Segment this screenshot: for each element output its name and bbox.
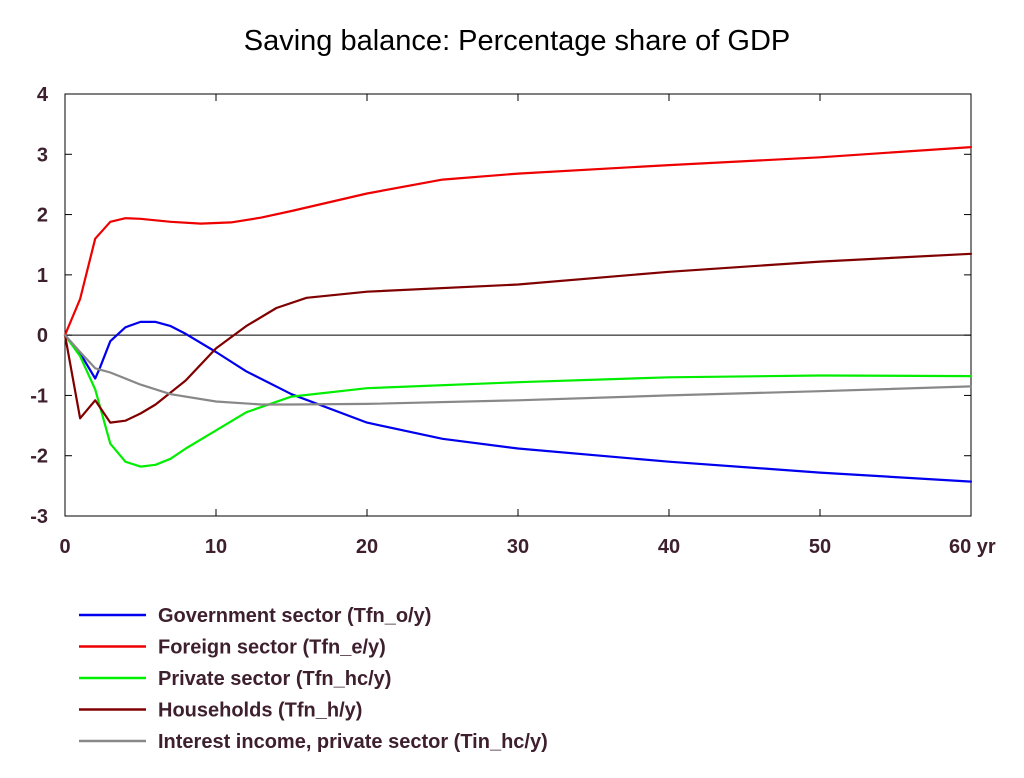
x-tick-label: 30 <box>507 536 529 558</box>
y-tick-label: 3 <box>37 144 48 166</box>
y-tick-label: 1 <box>37 265 48 287</box>
series-line-1 <box>63 320 973 483</box>
legend-label: Government sector (Tfn_o/y) <box>158 605 431 627</box>
series-line-4 <box>63 252 973 424</box>
series-line-2 <box>63 146 973 337</box>
x-tick-label: 50 <box>809 536 831 558</box>
x-tick-label: 10 <box>205 536 227 558</box>
series-line-3 <box>63 334 973 468</box>
x-tick-label: 0 <box>59 536 70 558</box>
series-line-5 <box>63 334 973 406</box>
y-tick-label: -2 <box>30 446 48 468</box>
legend: Government sector (Tfn_o/y) Foreign secto… <box>79 605 548 753</box>
y-tick-label: -1 <box>30 385 48 407</box>
y-tick-label: 2 <box>37 205 48 227</box>
x-tick-label: 20 <box>356 536 378 558</box>
x-tick-label: 60 yr <box>949 536 996 558</box>
legend-label: Households (Tfn_h/y) <box>158 700 362 722</box>
y-tick-label: 0 <box>37 325 48 347</box>
x-tick-label: 40 <box>658 536 680 558</box>
legend-label: Private sector (Tfn_hc/y) <box>158 668 391 690</box>
chart-title: Saving balance: Percentage share of GDP <box>244 25 791 57</box>
y-tick-label: 4 <box>37 84 49 106</box>
legend-label: Foreign sector (Tfn_e/y) <box>158 637 386 659</box>
legend-label: Interest income, private sector (Tin_hc/… <box>158 731 548 753</box>
series-layer <box>63 146 973 483</box>
y-tick-label: -3 <box>30 506 48 528</box>
